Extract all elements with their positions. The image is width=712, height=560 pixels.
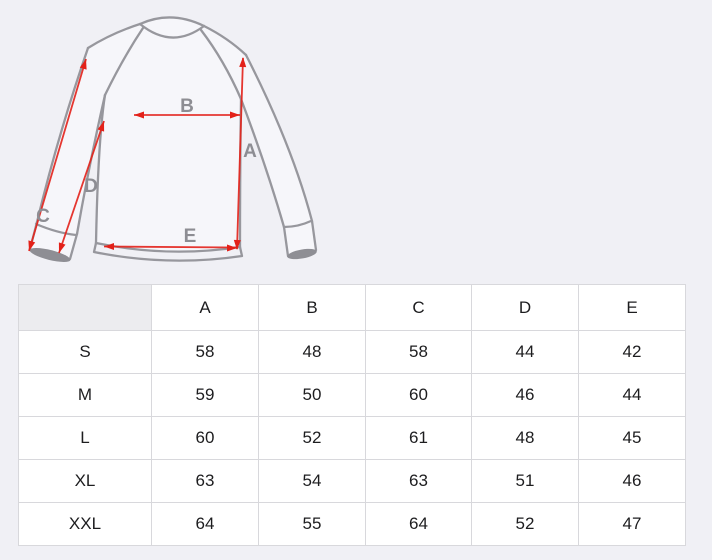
measurement-label-c: C xyxy=(36,206,50,227)
table-row: S 58 48 58 44 42 xyxy=(18,330,686,374)
table-row: L 60 52 61 48 45 xyxy=(18,416,686,460)
table-cell: 52 xyxy=(258,416,366,460)
column-header-c: C xyxy=(365,284,472,331)
size-label-s: S xyxy=(18,330,152,374)
arrow-b-head-right xyxy=(230,111,240,119)
table-row: M 59 50 60 46 44 xyxy=(18,373,686,417)
size-label-l: L xyxy=(18,416,152,460)
table-cell: 48 xyxy=(258,330,366,374)
arrow-c-line xyxy=(28,58,87,252)
size-label-m: M xyxy=(18,373,152,417)
table-cell: 60 xyxy=(151,416,259,460)
arrow-a-head-top xyxy=(239,57,247,68)
collar-inner-line xyxy=(138,22,206,39)
table-cell: 58 xyxy=(365,330,472,374)
right-cuff-sides xyxy=(282,219,318,258)
table-cell: 63 xyxy=(365,459,472,503)
right-cuff-seam xyxy=(282,219,313,229)
arrow-d-head-bottom xyxy=(58,242,66,253)
measurement-label-b: B xyxy=(180,96,194,117)
table-cell: 54 xyxy=(258,459,366,503)
table-header-row: A B C D E xyxy=(18,284,686,331)
arrow-e-line xyxy=(103,245,238,249)
column-header-e: E xyxy=(578,284,686,331)
table-cell: 44 xyxy=(471,330,579,374)
left-shoulder-line xyxy=(86,22,142,50)
arrow-d-line xyxy=(58,120,105,254)
arrow-a-head-bottom xyxy=(233,239,241,250)
table-cell: 44 xyxy=(578,373,686,417)
measurement-arrows xyxy=(28,57,244,254)
collar-outer-line xyxy=(138,16,206,28)
table-cell: 55 xyxy=(258,502,366,546)
size-label-xl: XL xyxy=(18,459,152,503)
hem-band-line xyxy=(92,241,244,262)
column-header-a: A xyxy=(151,284,259,331)
measurement-label-e: E xyxy=(184,226,197,247)
table-cell: 46 xyxy=(471,373,579,417)
right-cuff-opening xyxy=(287,248,317,260)
left-cuff-opening xyxy=(29,247,71,263)
left-raglan-seam xyxy=(103,26,145,97)
arrow-e-head-left xyxy=(104,243,114,250)
table-cell: 58 xyxy=(151,330,259,374)
table-cell: 47 xyxy=(578,502,686,546)
measurement-label-a: A xyxy=(243,141,257,162)
right-shoulder-line xyxy=(202,24,248,57)
table-cell: 63 xyxy=(151,459,259,503)
size-diagram: A B C D E xyxy=(0,0,356,283)
right-sleeve-outer xyxy=(244,53,314,223)
left-cuff-seam xyxy=(34,222,78,237)
right-sleeve-inner xyxy=(239,97,286,229)
measurement-arrowheads xyxy=(28,57,247,253)
shirt-measurement-diagram: A B C D E xyxy=(28,16,318,263)
table-row: XXL 64 55 64 52 47 xyxy=(18,502,686,546)
arrow-c-head-bottom xyxy=(28,240,36,251)
arrow-b-head-left xyxy=(134,111,144,119)
table-cell: 42 xyxy=(578,330,686,374)
measurement-label-d: D xyxy=(84,176,98,197)
table-cell: 64 xyxy=(151,502,259,546)
table-row: XL 63 54 63 51 46 xyxy=(18,459,686,503)
table-cell: 60 xyxy=(365,373,472,417)
size-chart-table: A B C D E S 58 48 58 44 42 M 59 50 60 46… xyxy=(18,284,686,546)
arrow-c-head-top xyxy=(79,59,87,70)
table-cell: 45 xyxy=(578,416,686,460)
table-cell: 64 xyxy=(365,502,472,546)
table-cell: 59 xyxy=(151,373,259,417)
column-header-b: B xyxy=(258,284,366,331)
shirt-silhouette xyxy=(30,17,316,260)
table-cell: 51 xyxy=(471,459,579,503)
table-cell: 50 xyxy=(258,373,366,417)
table-cell: 46 xyxy=(578,459,686,503)
arrow-d-head-top xyxy=(97,121,105,132)
left-sleeve-outer xyxy=(35,46,90,224)
table-cell: 61 xyxy=(365,416,472,460)
corner-cell xyxy=(18,284,152,331)
size-label-xxl: XXL xyxy=(18,502,152,546)
arrow-e-head-right xyxy=(227,244,237,252)
table-cell: 52 xyxy=(471,502,579,546)
arrow-a-line xyxy=(236,57,244,250)
right-raglan-seam xyxy=(199,28,243,101)
table-cell: 48 xyxy=(471,416,579,460)
column-header-d: D xyxy=(471,284,579,331)
